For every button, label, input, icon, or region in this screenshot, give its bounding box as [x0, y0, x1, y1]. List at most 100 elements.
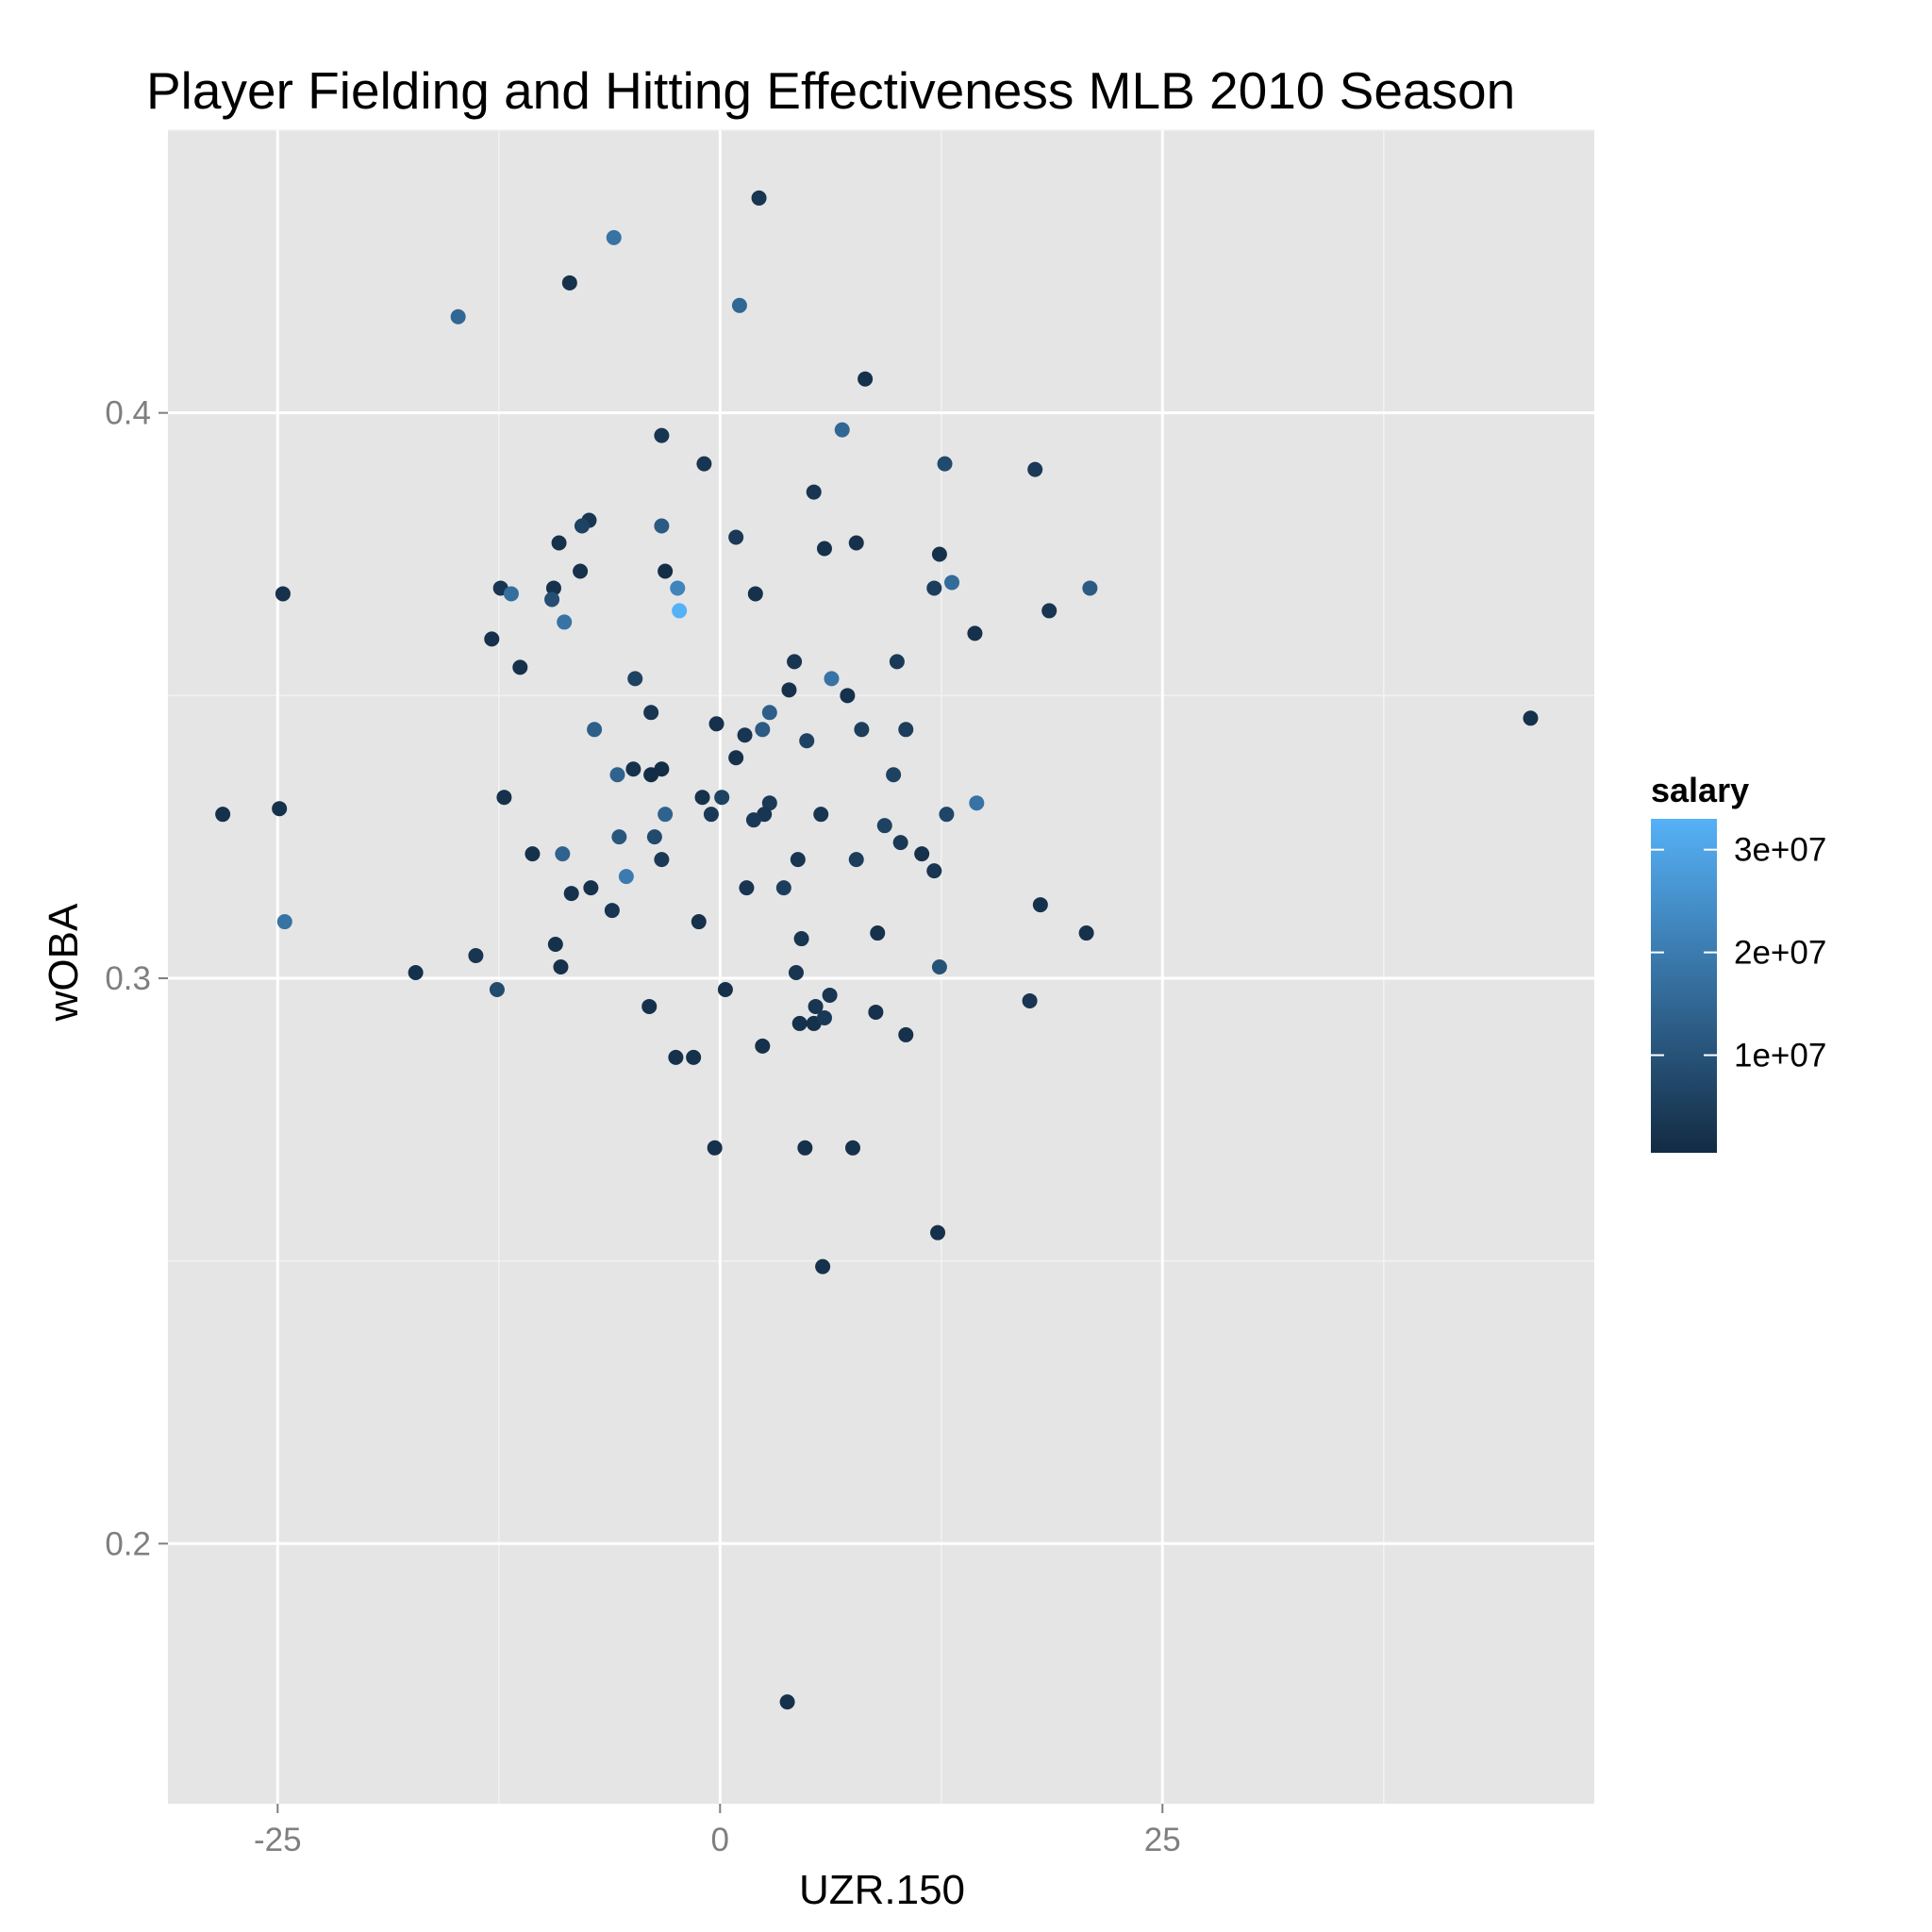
data-point	[694, 790, 710, 806]
y-axis-title: wOBA	[41, 903, 87, 1022]
data-point	[793, 931, 809, 947]
data-point	[892, 835, 908, 851]
data-point	[1027, 461, 1043, 477]
data-point	[658, 563, 674, 579]
data-point	[641, 998, 658, 1014]
data-point	[898, 1026, 914, 1042]
data-point	[731, 297, 747, 313]
data-point	[876, 818, 892, 834]
y-tick-label: 0.2	[105, 1525, 151, 1562]
data-point	[967, 625, 983, 641]
data-point	[898, 722, 914, 738]
data-point	[654, 518, 670, 534]
data-point	[561, 275, 577, 291]
data-point	[717, 981, 733, 997]
data-point	[870, 925, 886, 941]
plot-panel	[168, 130, 1594, 1804]
data-point	[627, 671, 643, 687]
data-point	[503, 586, 519, 602]
data-point	[816, 1009, 832, 1025]
data-point	[1082, 580, 1098, 596]
data-point	[926, 863, 942, 879]
data-point	[775, 880, 791, 896]
data-point	[799, 733, 815, 749]
y-tick-label: 0.4	[105, 395, 151, 432]
data-point	[788, 964, 804, 980]
data-point	[755, 722, 771, 738]
data-point	[755, 1038, 771, 1054]
data-point	[670, 580, 686, 596]
data-point	[583, 880, 599, 896]
data-point	[658, 807, 674, 823]
y-axis: 0.2 0.3 0.4	[105, 395, 168, 1562]
chart-title: Player Fielding and Hitting Effectivenes…	[146, 61, 1515, 120]
data-point	[737, 727, 753, 743]
data-point	[914, 846, 930, 862]
data-point	[555, 846, 571, 862]
data-point	[791, 1015, 808, 1031]
data-point	[931, 546, 947, 562]
data-point	[611, 829, 627, 845]
data-point	[1032, 897, 1048, 913]
data-point	[672, 603, 688, 619]
data-point	[931, 959, 947, 974]
data-point	[1078, 925, 1094, 941]
data-point	[822, 987, 838, 1003]
data-point	[944, 575, 960, 591]
data-point	[781, 682, 797, 698]
y-tick-label: 0.3	[105, 960, 151, 997]
data-point	[745, 812, 761, 828]
data-points	[215, 190, 1539, 1710]
data-point	[553, 959, 569, 974]
data-point	[969, 795, 985, 811]
data-point	[834, 422, 850, 438]
data-point	[747, 586, 763, 602]
data-point	[728, 529, 744, 545]
data-point	[654, 852, 670, 868]
data-point	[813, 807, 829, 823]
data-point	[739, 880, 755, 896]
data-point	[790, 852, 806, 868]
data-point	[854, 722, 870, 738]
data-point	[643, 705, 659, 721]
data-point	[544, 591, 560, 608]
data-point	[450, 308, 466, 325]
data-point	[844, 1140, 860, 1156]
data-point	[587, 722, 603, 738]
data-point	[557, 614, 573, 630]
x-tick-label: 0	[711, 1822, 729, 1858]
data-point	[468, 948, 484, 964]
data-point	[606, 229, 622, 245]
data-point	[1041, 603, 1058, 619]
legend-ticks: 1e+07 2e+07 3e+07	[1651, 832, 1826, 1074]
data-point	[779, 1694, 795, 1710]
data-point	[868, 1004, 884, 1020]
data-point	[930, 1224, 946, 1241]
data-point	[691, 914, 707, 930]
data-point	[272, 801, 288, 817]
data-point	[573, 563, 589, 579]
data-point	[654, 427, 670, 443]
data-point	[824, 671, 840, 687]
data-point	[808, 998, 824, 1014]
data-point	[707, 1140, 723, 1156]
legend-title: salary	[1651, 771, 1749, 809]
data-point	[806, 484, 822, 500]
data-point	[848, 852, 864, 868]
data-point	[618, 869, 634, 885]
data-point	[751, 190, 767, 206]
data-point	[840, 688, 856, 704]
data-point	[889, 654, 905, 670]
data-point	[215, 807, 231, 823]
data-point	[563, 886, 579, 902]
data-point	[787, 654, 803, 670]
data-point	[496, 790, 512, 806]
data-point	[797, 1140, 813, 1156]
x-tick-label: -25	[254, 1822, 302, 1858]
salary-legend: salary 1e+07 2e+07 3e+07	[1651, 771, 1826, 1153]
data-point	[276, 914, 292, 930]
data-point	[886, 767, 902, 783]
data-point	[703, 807, 719, 823]
data-point	[714, 790, 730, 806]
